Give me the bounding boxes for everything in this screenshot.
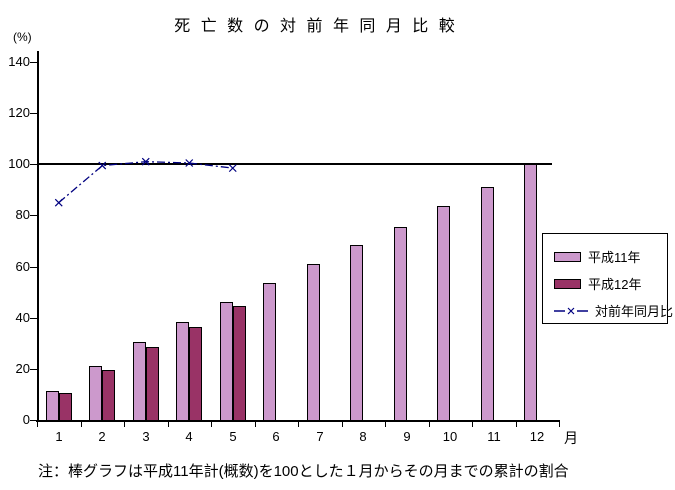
x-axis-tick <box>255 422 256 427</box>
x-axis-tick <box>298 422 299 427</box>
x-axis-unit-label: 月 <box>564 430 578 446</box>
x-axis-tick-label: 12 <box>529 429 545 444</box>
legend-swatch-heisei11 <box>554 251 581 262</box>
legend-line-sample-icon <box>554 307 588 314</box>
bar-heisei12 <box>102 370 115 420</box>
legend-item-heisei12: 平成12年 <box>554 270 667 297</box>
x-axis-tick-label: 2 <box>98 429 106 444</box>
legend: 平成11年 平成12年 対前年同月比 <box>542 233 673 324</box>
bar-heisei11 <box>394 227 407 420</box>
x-axis-tick <box>516 422 517 427</box>
y-axis <box>37 51 39 422</box>
y-axis-tick-label: 0 <box>22 412 30 427</box>
bar-heisei12 <box>146 347 159 420</box>
x-axis-tick <box>385 422 386 427</box>
bar-heisei11 <box>350 245 363 420</box>
y-axis-tick <box>30 420 37 421</box>
reference-line-100 <box>37 163 552 165</box>
y-axis-tick-label: 120 <box>8 105 30 120</box>
y-axis-tick-label: 80 <box>15 207 30 222</box>
bar-heisei11 <box>133 342 146 420</box>
x-axis-tick-label: 4 <box>185 429 193 444</box>
x-axis-tick-label: 3 <box>142 429 150 444</box>
x-axis-tick-label: 10 <box>442 429 458 444</box>
legend-label-heisei12: 平成12年 <box>588 277 642 292</box>
bar-heisei12 <box>189 327 202 420</box>
x-axis-tick <box>559 422 560 427</box>
bar-heisei11 <box>481 187 494 420</box>
x-axis-tick-label: 9 <box>403 429 411 444</box>
y-axis-tick <box>30 369 37 370</box>
bar-heisei11 <box>46 391 59 420</box>
bar-heisei11 <box>524 164 537 420</box>
y-axis-tick-label: 40 <box>15 310 30 325</box>
y-axis-tick-label: 60 <box>15 259 30 274</box>
ratio-line <box>58 161 233 204</box>
bar-heisei12 <box>59 393 72 420</box>
chart-title: 死 亡 数 の 対 前 年 同 月 比 較 <box>174 18 458 35</box>
x-axis-tick <box>81 422 82 427</box>
legend-swatch-heisei12 <box>554 278 581 289</box>
footnote: 注：棒グラフは平成11年計(概数)を100とした１月からその月までの累計の割合 <box>38 463 569 480</box>
x-axis-tick <box>37 422 38 427</box>
x-axis-tick <box>342 422 343 427</box>
x-axis-tick-label: 6 <box>272 429 280 444</box>
y-axis-tick <box>30 164 37 165</box>
x-axis-tick <box>472 422 473 427</box>
y-axis-tick <box>30 318 37 319</box>
y-axis-tick <box>30 62 37 63</box>
legend-item-ratio-line: 対前年同月比 <box>554 297 673 324</box>
x-axis-tick <box>211 422 212 427</box>
x-axis-tick <box>429 422 430 427</box>
bar-heisei11 <box>89 366 102 420</box>
bar-heisei11 <box>176 322 189 420</box>
y-axis-tick <box>30 215 37 216</box>
bar-heisei12 <box>233 306 246 420</box>
bar-heisei11 <box>437 206 450 420</box>
y-axis-tick-label: 140 <box>8 54 30 69</box>
x-axis-tick-label: 8 <box>359 429 367 444</box>
x-axis-tick-label: 11 <box>487 429 501 444</box>
y-axis-tick-label: 100 <box>8 156 30 171</box>
legend-label-ratio-line: 対前年同月比 <box>595 304 674 319</box>
x-axis-tick-label: 1 <box>55 429 63 444</box>
ratio-line-x-markers <box>54 157 237 207</box>
y-axis-tick <box>30 267 37 268</box>
bar-heisei11 <box>220 302 233 420</box>
y-axis-tick-label: 20 <box>15 361 30 376</box>
y-axis-unit-label: (%) <box>13 30 32 44</box>
bar-heisei11 <box>307 264 320 420</box>
x-axis-tick <box>124 422 125 427</box>
bar-heisei11 <box>263 283 276 420</box>
x-axis-tick-label: 7 <box>316 429 324 444</box>
legend-label-heisei11: 平成11年 <box>588 250 641 265</box>
x-axis <box>36 420 560 422</box>
y-axis-tick <box>30 113 37 114</box>
x-axis-tick-label: 5 <box>229 429 237 444</box>
x-axis-tick <box>168 422 169 427</box>
legend-item-heisei11: 平成11年 <box>554 243 667 270</box>
